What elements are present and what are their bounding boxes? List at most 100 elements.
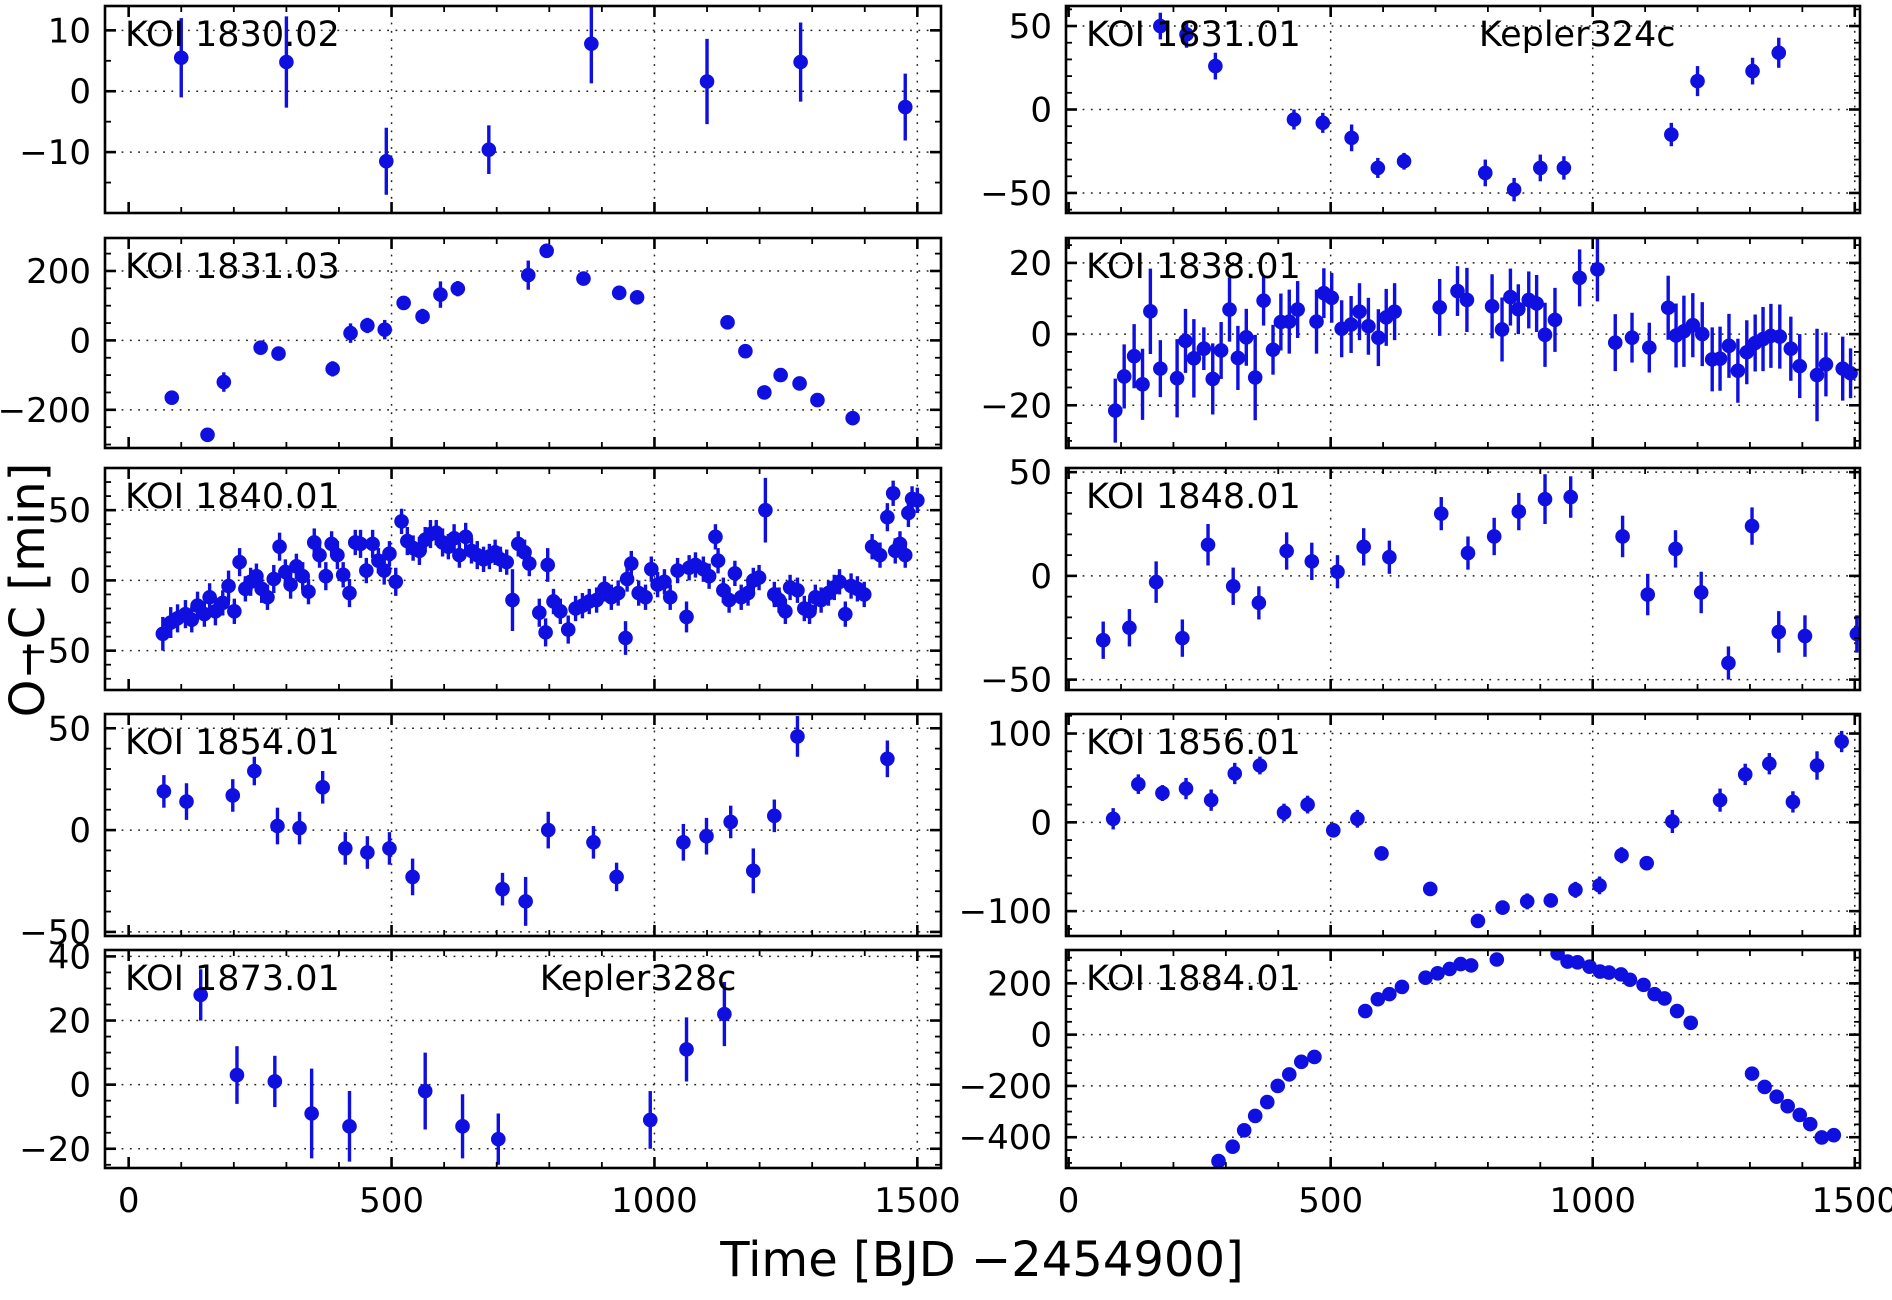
data-point — [553, 604, 568, 619]
panel-koi-1830-02: −10 0 10 KOI 1830.02 — [19, 4, 943, 215]
plot-area — [1066, 714, 1860, 936]
data-point — [1494, 322, 1510, 337]
data-point — [215, 595, 231, 611]
data-point — [1463, 958, 1479, 973]
data-point — [260, 589, 275, 605]
data-point — [897, 547, 913, 563]
data-point — [1769, 1089, 1784, 1105]
data-point — [721, 592, 737, 608]
data-point — [1665, 814, 1680, 829]
y-tick-label: 200 — [26, 252, 91, 292]
data-series — [156, 716, 895, 926]
data-point — [1757, 1079, 1772, 1095]
y-tick-label: −100 — [959, 892, 1052, 932]
data-point — [751, 570, 767, 585]
y-axis-title: O−C [min] — [0, 463, 56, 718]
data-point — [173, 50, 189, 66]
data-point — [832, 574, 847, 590]
data-point — [1382, 549, 1397, 565]
data-point — [1122, 620, 1137, 636]
data-point — [1200, 537, 1216, 553]
data-point — [1307, 1049, 1322, 1065]
data-point — [1315, 115, 1331, 131]
data-point — [856, 587, 872, 602]
data-point — [1352, 304, 1367, 319]
y-tick-label: −20 — [19, 1130, 91, 1170]
axes-box — [1064, 236, 1862, 450]
data-point — [1739, 344, 1755, 360]
data-series — [164, 243, 860, 443]
x-tick-label: 0 — [118, 1181, 140, 1221]
data-point — [342, 1119, 357, 1134]
data-point — [279, 54, 294, 70]
y-tick-label: 0 — [1030, 1016, 1052, 1056]
tick-marks — [105, 950, 941, 1168]
data-point — [360, 845, 375, 860]
data-point — [717, 1006, 732, 1022]
data-point — [610, 585, 626, 601]
data-point — [1203, 792, 1219, 808]
y-tick-label: 50 — [48, 491, 91, 531]
data-point — [1506, 182, 1522, 197]
data-point — [1279, 543, 1294, 559]
data-point — [412, 543, 427, 559]
data-point — [1208, 58, 1223, 74]
panel-label: KOI 1854.01 — [125, 723, 340, 763]
gridlines — [1066, 950, 1860, 1168]
data-point — [1797, 628, 1813, 644]
data-point — [184, 612, 200, 628]
data-point — [910, 493, 925, 508]
data-point — [624, 556, 639, 571]
data-point — [880, 509, 895, 525]
data-point — [1225, 578, 1241, 594]
data-point — [1304, 554, 1320, 569]
y-tick-label: −50 — [980, 174, 1052, 214]
gridlines — [105, 238, 941, 448]
data-point — [455, 1119, 470, 1134]
panel-label: KOI 1830.02 — [125, 15, 340, 55]
data-point — [1690, 73, 1705, 89]
data-point — [1325, 823, 1341, 838]
data-point — [670, 563, 685, 578]
data-point — [1196, 341, 1212, 356]
data-point — [679, 609, 694, 625]
axes-box — [103, 236, 943, 450]
data-point — [1826, 1127, 1842, 1143]
data-point — [1213, 343, 1229, 358]
data-point — [757, 385, 772, 400]
data-point — [790, 582, 805, 598]
data-point — [1459, 292, 1475, 308]
data-point — [1430, 966, 1445, 981]
data-point — [1186, 351, 1202, 366]
data-point — [1685, 317, 1701, 333]
data-point — [394, 514, 409, 529]
data-point — [1785, 794, 1801, 810]
data-point — [1126, 348, 1142, 364]
data-point — [1374, 846, 1389, 861]
data-point — [1394, 979, 1410, 995]
data-point — [845, 410, 860, 426]
data-point — [1495, 900, 1510, 915]
data-point — [266, 571, 282, 587]
data-point — [1721, 655, 1736, 671]
data-point — [325, 361, 340, 377]
data-point — [1843, 365, 1858, 381]
data-point — [382, 546, 397, 562]
data-point — [745, 863, 761, 879]
data-point — [1737, 767, 1753, 782]
data-point — [292, 820, 307, 836]
data-point — [1622, 972, 1638, 988]
tick-marks — [105, 714, 941, 936]
data-point — [792, 376, 807, 391]
data-point — [699, 74, 715, 89]
data-point — [1442, 961, 1457, 977]
data-series — [173, 6, 913, 195]
data-point — [1814, 1130, 1830, 1145]
panel-sublabel: Kepler324c — [1479, 15, 1676, 55]
data-point — [662, 589, 678, 605]
data-point — [232, 554, 247, 570]
data-point — [318, 568, 334, 584]
data-point — [1230, 350, 1246, 366]
data-series — [155, 477, 925, 655]
